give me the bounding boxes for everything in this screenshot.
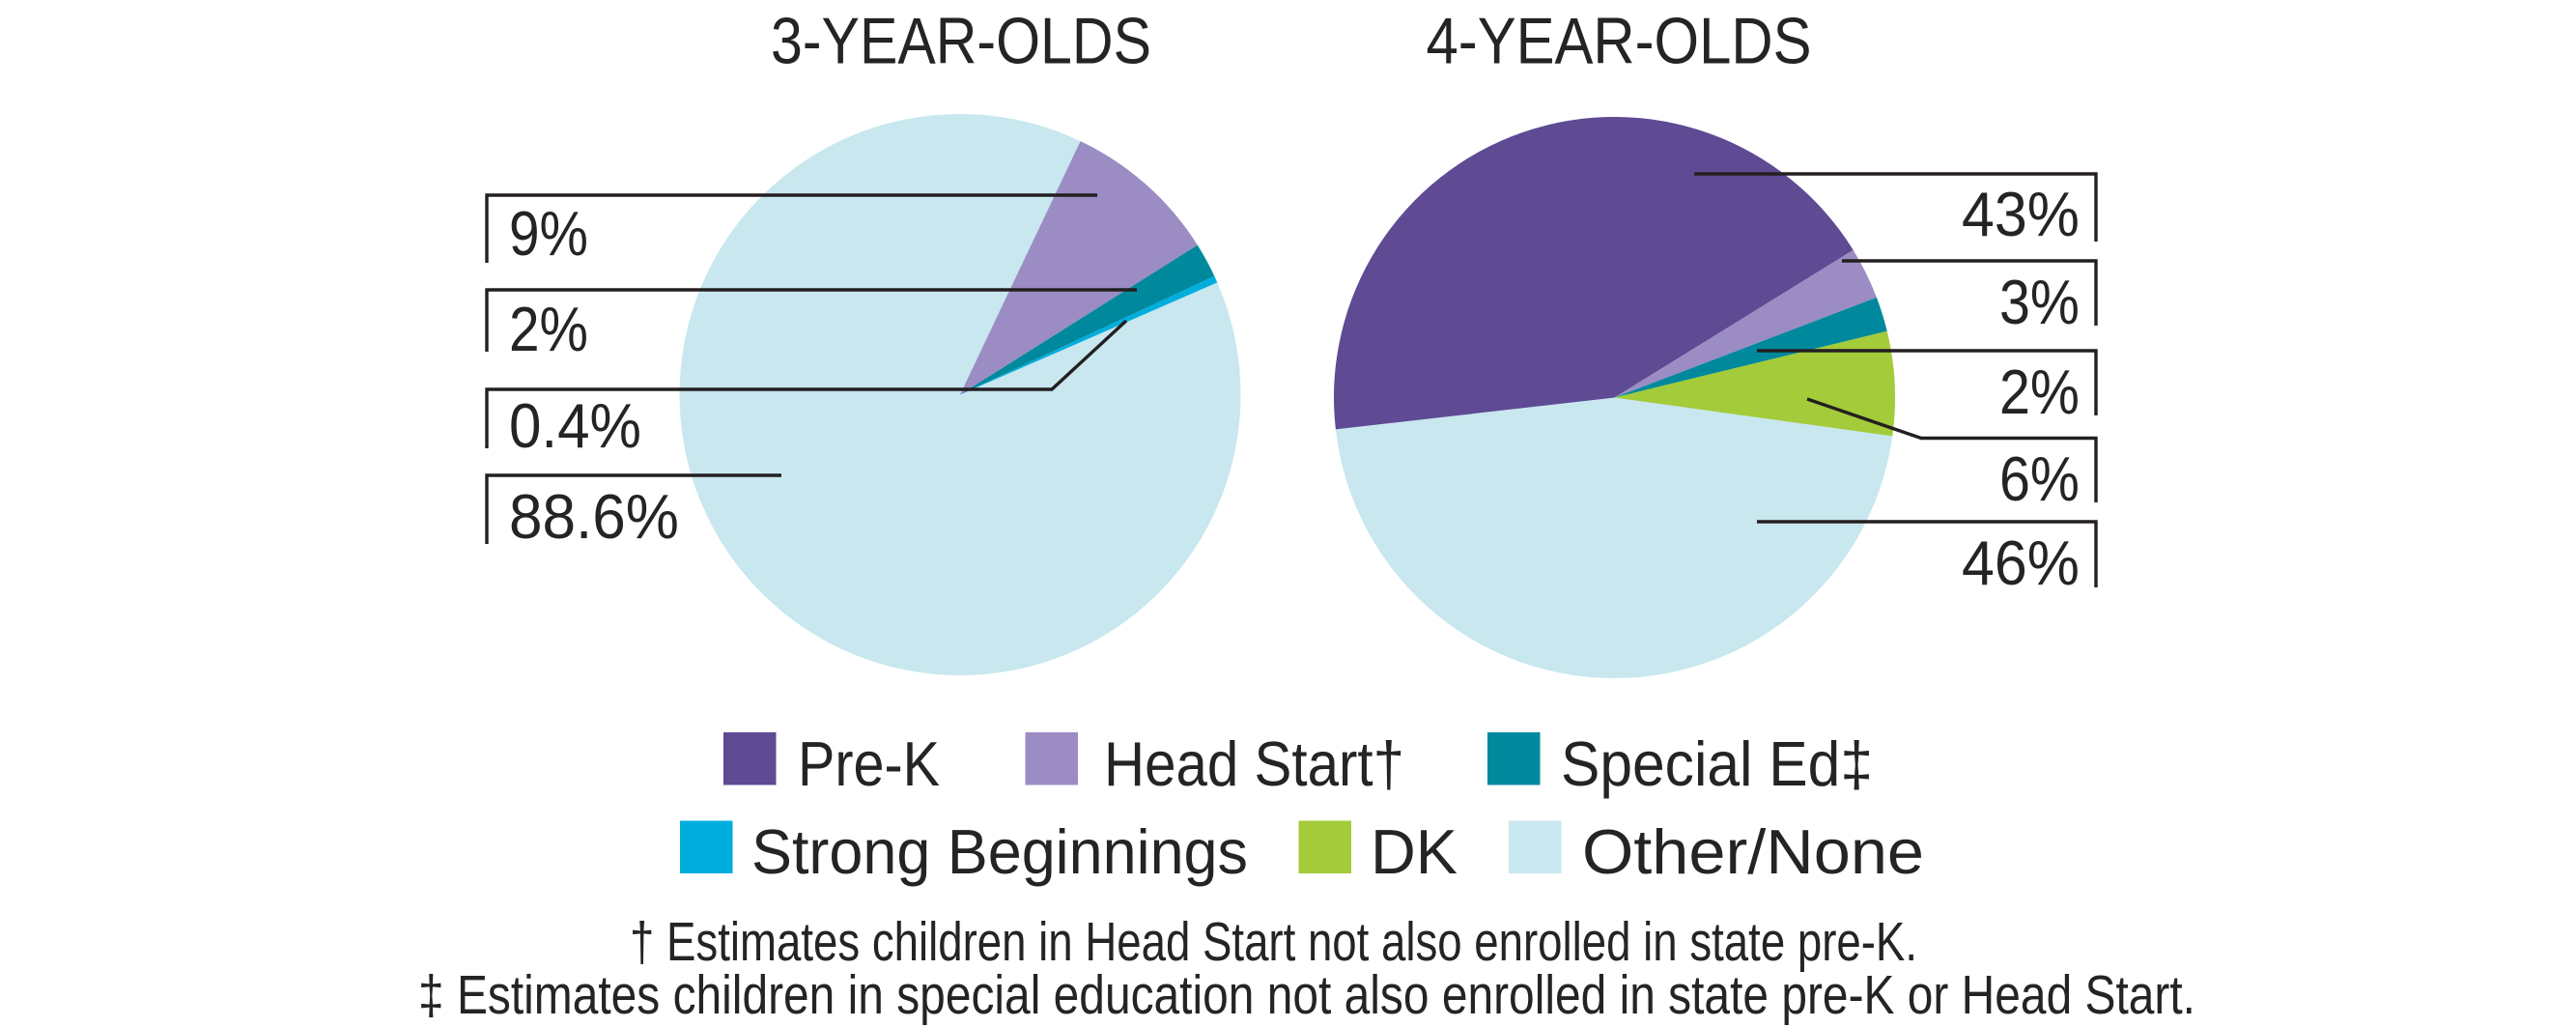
svg-text:3%: 3% (1999, 267, 2080, 337)
svg-text:4-YEAR-OLDS: 4-YEAR-OLDS (1427, 5, 1812, 78)
svg-text:Other/None: Other/None (1582, 816, 1924, 887)
svg-text:2%: 2% (1999, 357, 2080, 427)
svg-text:2%: 2% (509, 294, 588, 364)
svg-text:88.6%: 88.6% (509, 481, 679, 552)
svg-text:3-YEAR-OLDS: 3-YEAR-OLDS (771, 5, 1151, 78)
svg-text:Head Start†: Head Start† (1104, 728, 1404, 799)
svg-text:† Estimates children in Head S: † Estimates children in Head Start not a… (630, 911, 1917, 973)
svg-text:Special Ed‡: Special Ed‡ (1561, 728, 1873, 799)
svg-text:DK: DK (1371, 816, 1458, 887)
svg-text:6%: 6% (1999, 443, 2080, 514)
svg-text:Strong Beginnings: Strong Beginnings (751, 816, 1248, 887)
svg-text:0.4%: 0.4% (509, 390, 641, 461)
svg-text:Pre-K: Pre-K (798, 728, 940, 799)
svg-text:46%: 46% (1962, 528, 2080, 598)
svg-text:43%: 43% (1962, 179, 2080, 249)
svg-text:‡ Estimates children in specia: ‡ Estimates children in special educatio… (418, 964, 2195, 1026)
svg-text:9%: 9% (509, 198, 588, 269)
